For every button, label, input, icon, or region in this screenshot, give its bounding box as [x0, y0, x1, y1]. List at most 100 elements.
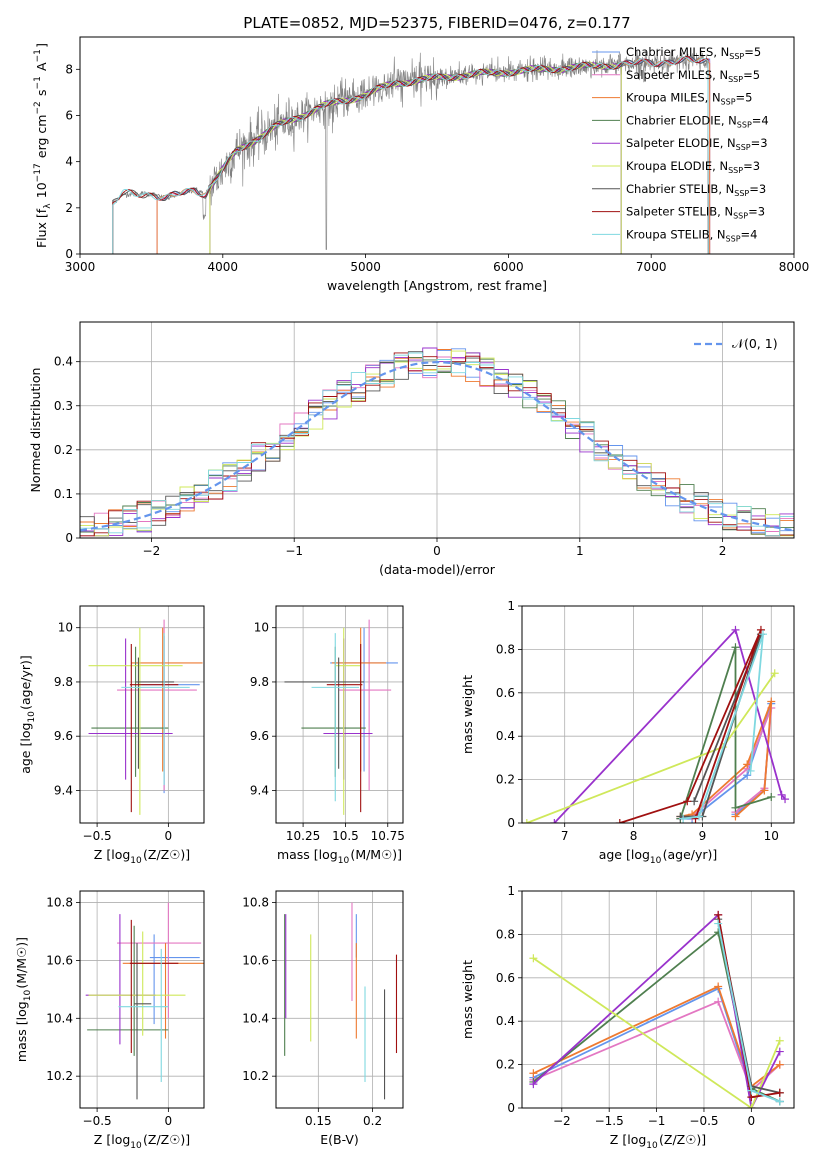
label-part: mass weight	[460, 675, 475, 754]
y-axis-label: mass [log10 (M/M☉)]	[14, 937, 33, 1062]
y-tick-label: 8	[65, 62, 73, 76]
legend-n: =5	[743, 68, 760, 82]
model-spectrum-salpeter-stelib	[112, 55, 709, 254]
weight-line	[533, 1000, 781, 1093]
errorbar-chabrier-stelib	[284, 657, 365, 769]
label-part: cm	[34, 115, 49, 134]
legend-n: =5	[744, 45, 761, 59]
y-tick-label: 6	[65, 108, 73, 122]
x-tick-label: 8	[630, 829, 638, 843]
axes-spine	[79, 36, 795, 255]
label-part: Z/Z☉)]	[664, 1132, 706, 1147]
legend-model: Salpeter MILES, N	[626, 68, 728, 82]
weight-series-kroupa-stelib	[679, 630, 768, 823]
x-tick-label: −0.5	[83, 829, 112, 843]
legend-model: Salpeter ELODIE, N	[626, 136, 736, 150]
figure-title: PLATE=0852, MJD=52375, FIBERID=0476, z=0…	[243, 14, 630, 32]
axes-frame: −2 −1 0 1 2 0 0.1 0.2 0.3 0.4 (data-model)/error No…	[28, 321, 795, 577]
label-part: mass [	[277, 847, 319, 862]
plot-area	[85, 902, 204, 1100]
y-tick-label: 10.6	[242, 953, 269, 967]
legend-entry-chabrier-miles: Chabrier MILES, NSSP=5	[626, 45, 761, 61]
y-tick-label: 9.4	[54, 783, 73, 797]
label-part: −1	[33, 49, 43, 62]
x-tick-label: 0	[748, 1114, 756, 1128]
weight-marker	[781, 795, 790, 804]
y-axis-label: Flux [fλ 10−17 erg cm−2 s−1 A−1 ]	[33, 43, 53, 248]
label-part: age [	[18, 742, 33, 774]
label-part: 10	[23, 990, 33, 1002]
legend-model: Salpeter STELIB, N	[626, 205, 733, 219]
label-part: log	[631, 847, 650, 862]
x-tick-label: 7	[561, 829, 569, 843]
weight-marker	[775, 1036, 784, 1045]
label-part: wavelength [Angstrom, rest frame]	[327, 278, 547, 293]
weight-marker	[746, 766, 755, 775]
label-part: mass weight	[460, 960, 475, 1039]
y-tick-label: 4	[65, 155, 73, 169]
panel-mass-vs-ebv: 0.15 0.2 10.2 10.4 10.6 10.8 E(B-V)	[242, 890, 404, 1147]
y-tick-label: 10.2	[46, 1069, 73, 1083]
x-tick-label: −0.5	[689, 1114, 718, 1128]
y-tick-label: 10.4	[46, 1011, 73, 1025]
weight-series-kroupa-elodie	[529, 954, 784, 1108]
weight-marker	[756, 625, 765, 634]
weight-series-kroupa-stelib	[714, 919, 784, 1106]
y-tick-label: 10.8	[46, 896, 73, 910]
model-spectrum-chabrier-miles	[156, 55, 711, 254]
label-part: log	[18, 723, 33, 742]
weight-marker	[731, 803, 740, 812]
label-part: λ	[43, 203, 53, 209]
y-tick-label: 0.4	[496, 1014, 515, 1028]
label-part: 10	[646, 1141, 658, 1151]
legend-entry-chabrier-stelib: Chabrier STELIB, NSSP=3	[626, 182, 766, 198]
label-part: 10	[130, 856, 142, 866]
label-part: M/M☉)]	[355, 847, 402, 862]
label-part: Z [	[610, 1132, 627, 1147]
legend-model: Chabrier STELIB, N	[626, 182, 734, 196]
weight-marker	[714, 910, 723, 919]
y-tick-label: 0.2	[496, 1058, 515, 1072]
weight-line	[679, 646, 772, 819]
y-tick-label: 10	[58, 621, 73, 635]
x-tick-label: 10.25	[286, 829, 320, 843]
y-tick-label: 2	[65, 201, 73, 215]
label-part: erg	[34, 134, 49, 163]
weight-marker	[747, 1086, 756, 1095]
legend-model: Chabrier ELODIE, N	[626, 113, 737, 127]
label-part: Z [	[94, 1132, 111, 1147]
legend-sub: SSP	[737, 120, 752, 129]
y-tick-label: 0	[507, 1101, 515, 1115]
x-axis-label: Z [log10 (Z/Z☉)]	[94, 1132, 190, 1151]
y-tick-label: 10	[254, 621, 269, 635]
panel-residuals: −2 −1 0 1 2 0 0.1 0.2 0.3 0.4 (data-model)/error No…	[28, 321, 795, 577]
x-axis-label: Z [log10 (Z/Z☉)]	[94, 847, 190, 866]
label-part: M/M☉)]	[14, 937, 29, 984]
legend-n: =3	[749, 182, 766, 196]
label-part: s	[34, 89, 49, 96]
y-tick-label: 0.1	[54, 487, 73, 501]
x-axis-label: age [log10 (age/yr)]	[599, 847, 718, 866]
weight-series-salpeter-elodie	[550, 625, 790, 823]
x-tick-label: 10	[764, 829, 779, 843]
x-axis-label: Z [log10 (Z/Z☉)]	[610, 1132, 706, 1151]
legend-n: =3	[743, 159, 760, 173]
plot-area	[284, 619, 398, 815]
axes-frame: −0.5 010.210.410.610.8Z [log10 (Z/Z☉)]mas…	[14, 890, 205, 1151]
y-axis-label: age [log10 (age/yr)]	[18, 655, 37, 774]
label-part: (	[350, 847, 355, 862]
plot-area	[80, 347, 794, 537]
label-part: (data-model)/error	[379, 562, 496, 577]
y-tick-label: 10.6	[46, 953, 73, 967]
label-part: age [	[599, 847, 631, 862]
weight-marker	[550, 819, 559, 823]
label-part: 10	[130, 1141, 142, 1151]
label-part: (	[14, 984, 29, 989]
legend-model: Chabrier MILES, N	[626, 45, 729, 59]
weight-marker	[767, 792, 776, 801]
label-part: log	[14, 1001, 29, 1020]
y-axis-label: mass weight	[460, 960, 475, 1039]
